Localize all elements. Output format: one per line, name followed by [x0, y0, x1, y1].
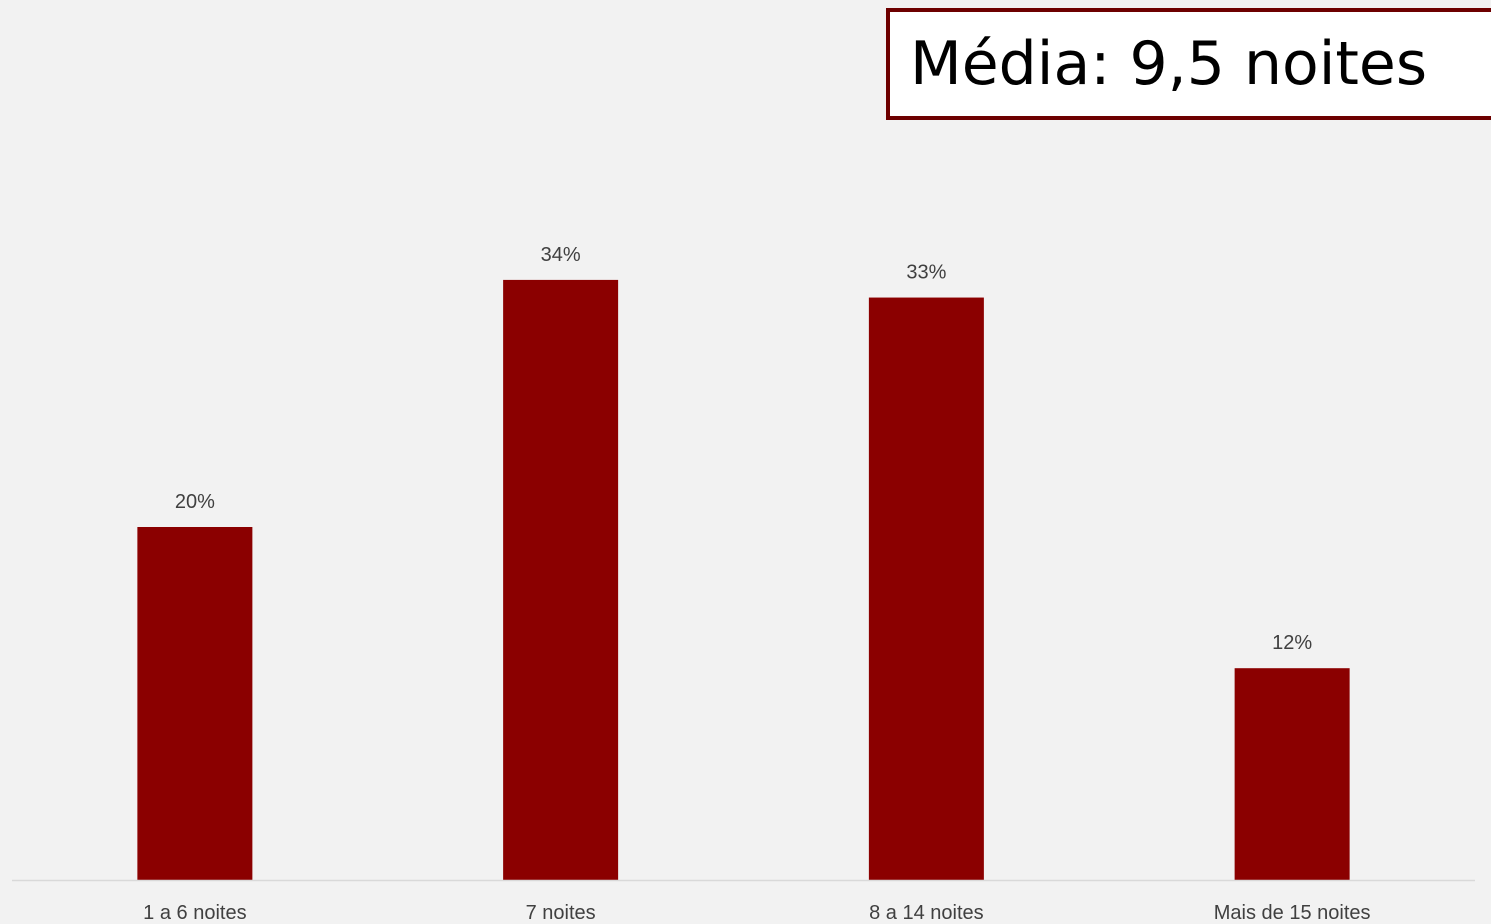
data-labels-layer: 20% 34% 33% 12%	[175, 244, 1312, 654]
bar-3	[868, 297, 984, 880]
average-annotation-box: Média: 9,5 noites	[886, 8, 1491, 120]
data-label-2: 34%	[541, 244, 581, 266]
x-tick-label-3: 8 a 14 noites	[869, 902, 984, 924]
bar-2	[503, 279, 619, 880]
x-tick-label-4: Mais de 15 noites	[1214, 902, 1371, 924]
x-tick-labels-layer: 1 a 6 noites 7 noites 8 a 14 noites Mais de…	[143, 902, 1370, 924]
data-label-1: 20%	[175, 491, 215, 513]
x-tick-label-2: 7 noites	[526, 902, 596, 924]
bar-1	[137, 527, 253, 880]
bar-4	[1234, 668, 1350, 880]
x-tick-label-1: 1 a 6 noites	[143, 902, 246, 924]
average-annotation-text: Média: 9,5 noites	[910, 29, 1428, 99]
data-label-4: 12%	[1272, 632, 1312, 654]
data-label-3: 33%	[906, 262, 946, 284]
bars-layer	[137, 279, 1350, 880]
